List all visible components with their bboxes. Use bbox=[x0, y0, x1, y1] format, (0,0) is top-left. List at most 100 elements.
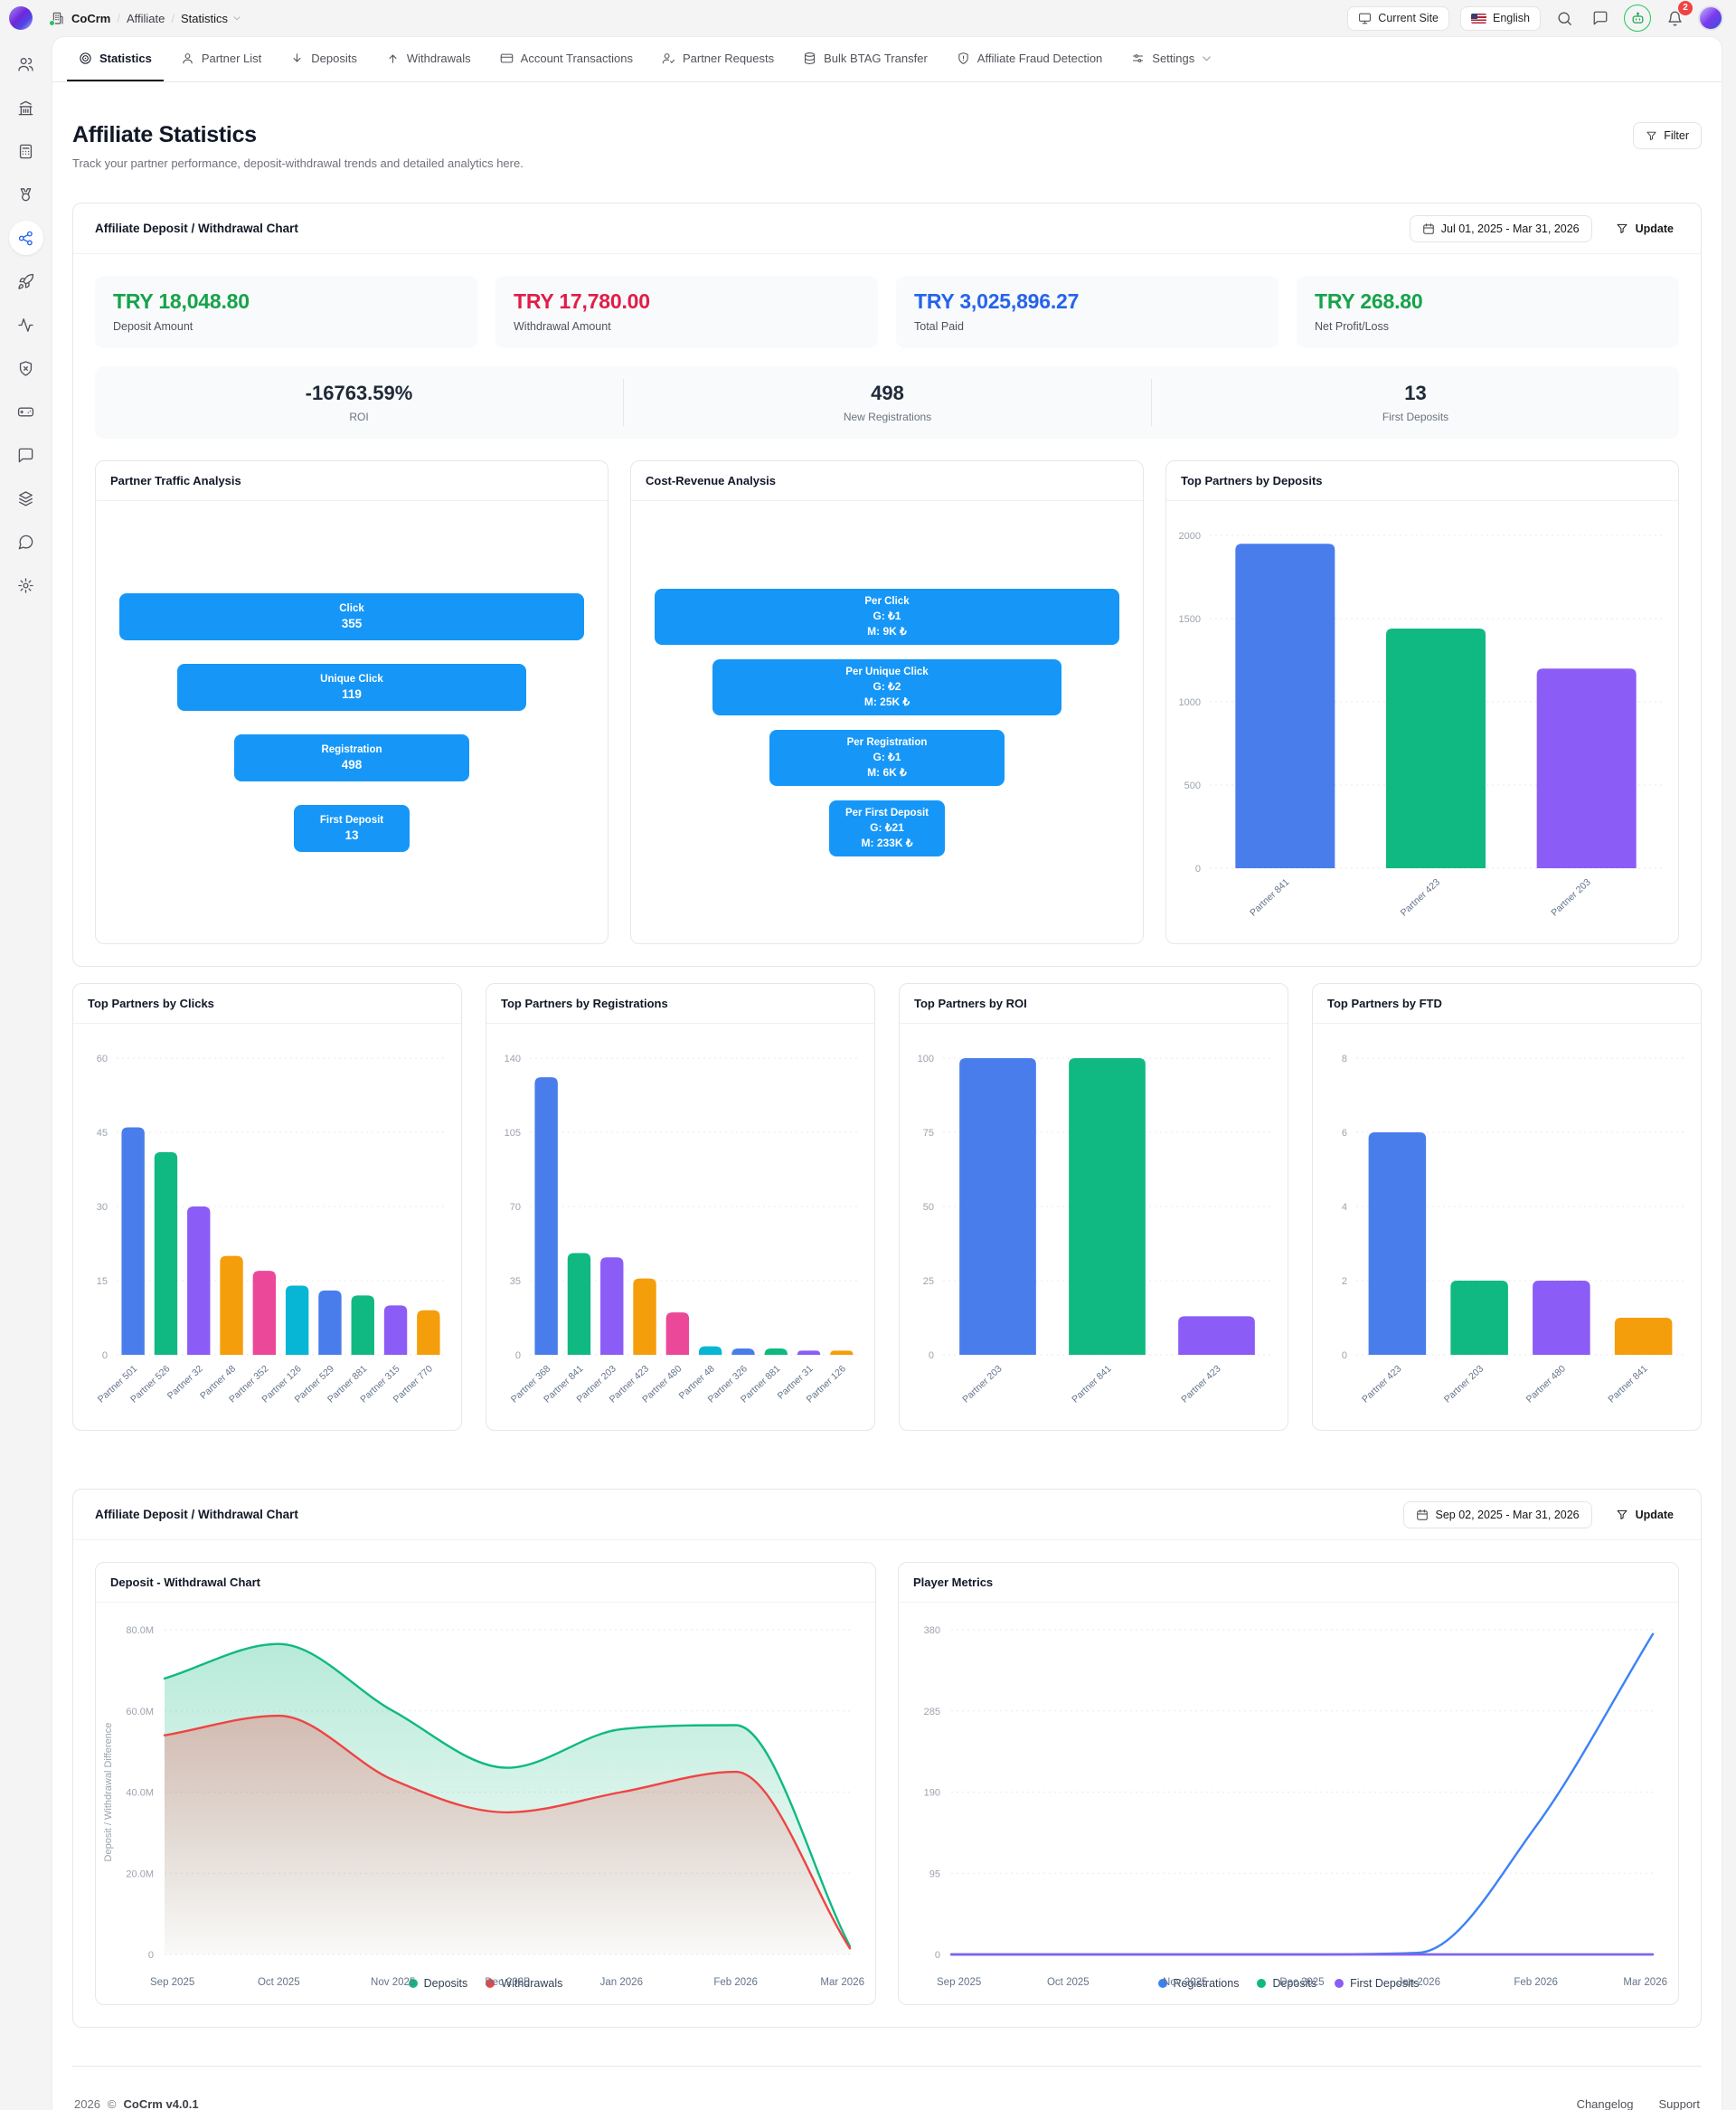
card-deposit-withdrawal-chart: Deposit - Withdrawal Chart 0 20.0M 40.0M 60… bbox=[95, 1562, 876, 2005]
sidebar-item-share-network[interactable] bbox=[8, 221, 43, 255]
tab-settings[interactable]: Settings bbox=[1119, 37, 1225, 81]
card-player-metrics: Player Metrics 0 95 190 285 380 Sep 2025 Oct 2… bbox=[898, 1562, 1679, 2005]
sidebar-item-shield-x[interactable] bbox=[9, 351, 43, 385]
tab-partner-requests[interactable]: Partner Requests bbox=[650, 37, 786, 81]
funnel-step: First Deposit 13 bbox=[293, 804, 410, 852]
tab-bar: Statistics Partner List Deposits Withdrawal… bbox=[52, 37, 1722, 82]
copyright-icon: © bbox=[107, 2097, 117, 2110]
card-title: Player Metrics bbox=[899, 1563, 1678, 1603]
tab-affiliate-fraud-detection[interactable]: Affiliate Fraud Detection bbox=[945, 37, 1115, 81]
sidebar-item-chat-square[interactable] bbox=[9, 438, 43, 472]
tab-statistics[interactable]: Statistics bbox=[67, 37, 164, 81]
tab-account-transactions[interactable]: Account Transactions bbox=[488, 37, 645, 81]
svg-text:Jan 2026: Jan 2026 bbox=[600, 1977, 643, 1988]
sidebar-item-settings-gear[interactable] bbox=[9, 568, 43, 602]
card-title: Top Partners by Registrations bbox=[486, 984, 874, 1024]
svg-text:Partner 203: Partner 203 bbox=[1442, 1363, 1486, 1405]
breadcrumb: CoCrm / Affiliate / Statistics bbox=[49, 11, 242, 26]
svg-text:Dec 2025: Dec 2025 bbox=[485, 1977, 529, 1988]
svg-text:Partner 841: Partner 841 bbox=[1606, 1363, 1649, 1405]
legend-item[interactable]: Deposits bbox=[1257, 1977, 1316, 1990]
legend-item[interactable]: Withdrawals bbox=[486, 1977, 562, 1990]
tab-partner-list[interactable]: Partner List bbox=[169, 37, 273, 81]
calendar-icon bbox=[1422, 222, 1435, 235]
update-button[interactable]: Update bbox=[1610, 1508, 1679, 1522]
svg-text:Partner 423: Partner 423 bbox=[1179, 1363, 1222, 1405]
tab-bulk-btag-transfer[interactable]: Bulk BTAG Transfer bbox=[791, 37, 939, 81]
user-icon bbox=[181, 52, 194, 65]
current-site-button[interactable]: Current Site bbox=[1347, 5, 1449, 31]
breadcrumb-page[interactable]: Statistics bbox=[181, 12, 242, 25]
sliders-icon bbox=[1131, 52, 1145, 65]
sidebar-item-medal[interactable] bbox=[9, 177, 43, 212]
users-icon bbox=[17, 56, 34, 73]
bell-icon bbox=[1666, 10, 1684, 27]
sidebar-item-activity[interactable] bbox=[9, 308, 43, 342]
sidebar-item-layers[interactable] bbox=[9, 481, 43, 516]
top-clicks-chart: 0 15 30 45 60 Partner 501 Partner 526 Partner 3… bbox=[73, 1024, 461, 1430]
changelog-link[interactable]: Changelog bbox=[1576, 2097, 1634, 2110]
arrow-up-icon bbox=[386, 52, 400, 65]
bank-icon bbox=[17, 99, 34, 117]
svg-text:30: 30 bbox=[97, 1202, 108, 1213]
card-title: Top Partners by FTD bbox=[1313, 984, 1701, 1024]
svg-text:500: 500 bbox=[1184, 781, 1201, 791]
notifications-button[interactable]: 2 bbox=[1662, 1, 1693, 31]
sidebar-item-chat-bubble[interactable] bbox=[9, 525, 43, 559]
us-flag-icon bbox=[1471, 13, 1486, 24]
language-button[interactable]: English bbox=[1460, 5, 1541, 31]
date-range-picker[interactable]: Jul 01, 2025 - Mar 31, 2026 bbox=[1409, 214, 1592, 242]
sidebar-item-calculator[interactable] bbox=[9, 134, 43, 168]
sidebar-item-bank[interactable] bbox=[9, 90, 43, 125]
tab-withdrawals[interactable]: Withdrawals bbox=[374, 37, 483, 81]
messages-button[interactable] bbox=[1588, 5, 1613, 31]
svg-text:0: 0 bbox=[1195, 864, 1201, 875]
legend-item[interactable]: Registrations bbox=[1157, 1977, 1239, 1990]
search-button[interactable] bbox=[1552, 5, 1577, 31]
support-link[interactable]: Support bbox=[1658, 2097, 1700, 2110]
app-logo[interactable] bbox=[9, 6, 33, 30]
user-avatar[interactable] bbox=[1698, 5, 1723, 31]
legend-item[interactable]: First Deposits bbox=[1335, 1977, 1420, 1990]
main-panel: Statistics Partner List Deposits Withdrawal… bbox=[52, 36, 1722, 2110]
credit-card-icon bbox=[500, 52, 514, 65]
chart-legend: Deposits Withdrawals bbox=[96, 1970, 875, 2004]
sidebar-item-rocket[interactable] bbox=[9, 264, 43, 298]
share-network-icon bbox=[17, 230, 34, 247]
card-cost-revenue-analysis: Cost-Revenue Analysis Per Click G: ₺1 M: 9… bbox=[630, 460, 1144, 944]
section-affiliate-chart-top: Affiliate Deposit / Withdrawal Chart Jul… bbox=[72, 203, 1702, 967]
svg-text:Partner 423: Partner 423 bbox=[1360, 1363, 1403, 1405]
card-title: Top Partners by ROI bbox=[900, 984, 1288, 1024]
svg-text:70: 70 bbox=[510, 1202, 521, 1213]
card-top-partners-ftd: Top Partners by FTD 0 2 4 6 8 Partner 423 Part… bbox=[1312, 983, 1702, 1431]
svg-text:Nov 2025: Nov 2025 bbox=[371, 1977, 415, 1988]
update-button[interactable]: Update bbox=[1610, 222, 1679, 236]
assistant-button[interactable] bbox=[1624, 5, 1651, 32]
section-affiliate-chart-bottom: Affiliate Deposit / Withdrawal Chart Sep… bbox=[72, 1489, 1702, 2028]
svg-text:0: 0 bbox=[935, 1950, 940, 1961]
svg-text:105: 105 bbox=[505, 1128, 521, 1139]
svg-text:380: 380 bbox=[924, 1625, 940, 1636]
summary-label: First Deposits bbox=[1382, 411, 1449, 423]
card-title: Cost-Revenue Analysis bbox=[631, 461, 1143, 501]
summary-value: -16763.59% bbox=[305, 382, 413, 404]
summary-label: ROI bbox=[349, 411, 369, 423]
summary-value: 498 bbox=[871, 382, 904, 404]
database-icon bbox=[803, 52, 816, 65]
svg-text:6: 6 bbox=[1342, 1128, 1347, 1139]
sidebar-item-gamepad[interactable] bbox=[9, 394, 43, 429]
summary-row: -16763.59% ROI 498 New Registrations 13 Fi… bbox=[95, 366, 1679, 439]
legend-item[interactable]: Deposits bbox=[408, 1977, 467, 1990]
layers-icon bbox=[17, 490, 34, 507]
svg-text:50: 50 bbox=[923, 1202, 934, 1213]
stat-label: Total Paid bbox=[914, 320, 964, 333]
breadcrumb-app[interactable]: CoCrm bbox=[71, 11, 111, 25]
filter-button[interactable]: Filter bbox=[1633, 122, 1702, 149]
svg-text:60.0M: 60.0M bbox=[126, 1707, 154, 1717]
breadcrumb-section[interactable]: Affiliate bbox=[126, 11, 165, 25]
sidebar-item-users[interactable] bbox=[9, 47, 43, 81]
date-range-picker[interactable]: Sep 02, 2025 - Mar 31, 2026 bbox=[1403, 1500, 1592, 1528]
top-partners-charts-row: Top Partners by Clicks 0 15 30 45 60 Partner … bbox=[72, 983, 1702, 1431]
settings-gear-icon bbox=[17, 577, 34, 594]
tab-deposits[interactable]: Deposits bbox=[278, 37, 369, 81]
